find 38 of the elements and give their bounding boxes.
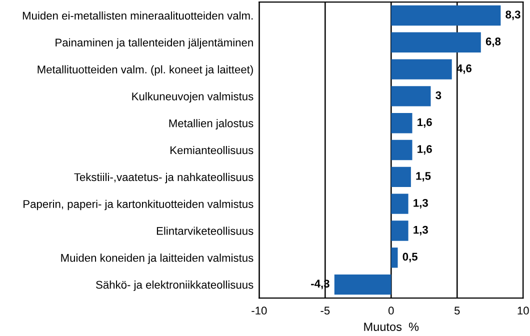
y-tick-label: Sähkö- ja elektroniikkateollisuus (96, 280, 254, 291)
y-tick-label: Painaminen ja tallenteiden jäljentäminen (56, 38, 253, 49)
y-tick-label: Elintarviketeollisuus (156, 226, 254, 235)
y-tick-label: Kemianteollisuus (170, 146, 254, 154)
data-label: 1,5 (416, 172, 431, 182)
bar (391, 220, 408, 241)
y-tick-label: Metallien jalostus (169, 119, 254, 130)
bar (391, 194, 408, 214)
y-tick-label: Muiden ei-metallisten mineraalituotteiden valm. (22, 11, 253, 20)
data-label: 1,3 (414, 198, 428, 208)
x-tick-label: 5 (454, 306, 460, 315)
y-tick-label: Tekstiili-,vaatetus- ja nahkateollisuus (74, 172, 254, 184)
y-tick-label: Muiden koneiden ja laitteiden valmistus (61, 254, 254, 264)
data-label: 1,3 (414, 226, 428, 236)
y-tick-label: Kulkuneuvojen valmistus (132, 92, 254, 103)
bar (334, 274, 392, 295)
bar (391, 166, 411, 188)
bar (391, 86, 431, 106)
bar (391, 59, 452, 80)
bar (391, 32, 481, 52)
bar (391, 113, 412, 134)
data-label: 0,5 (402, 252, 418, 262)
x-tick-label: -5 (320, 306, 330, 315)
data-label: 3 (436, 91, 442, 100)
x-tick-label: 0 (388, 306, 394, 315)
x-tick-label: 10 (518, 306, 529, 315)
x-tick-label: -10 (252, 306, 267, 315)
data-label: 4,6 (456, 64, 472, 74)
bar (391, 5, 501, 26)
bar (391, 248, 398, 268)
y-tick-label: Paperin, paperi- ja kartonkituotteiden valmistus (24, 200, 254, 210)
data-label: 1,6 (418, 145, 432, 155)
data-label: 1,6 (418, 118, 432, 128)
data-label: 8,3 (506, 10, 520, 20)
bar (391, 140, 412, 160)
x-axis-title: Muutos % (364, 322, 419, 331)
y-tick-label: Metallituotteiden valm. (pl. koneet ja laitteet) (38, 65, 253, 76)
data-label: 6,8 (486, 37, 501, 47)
